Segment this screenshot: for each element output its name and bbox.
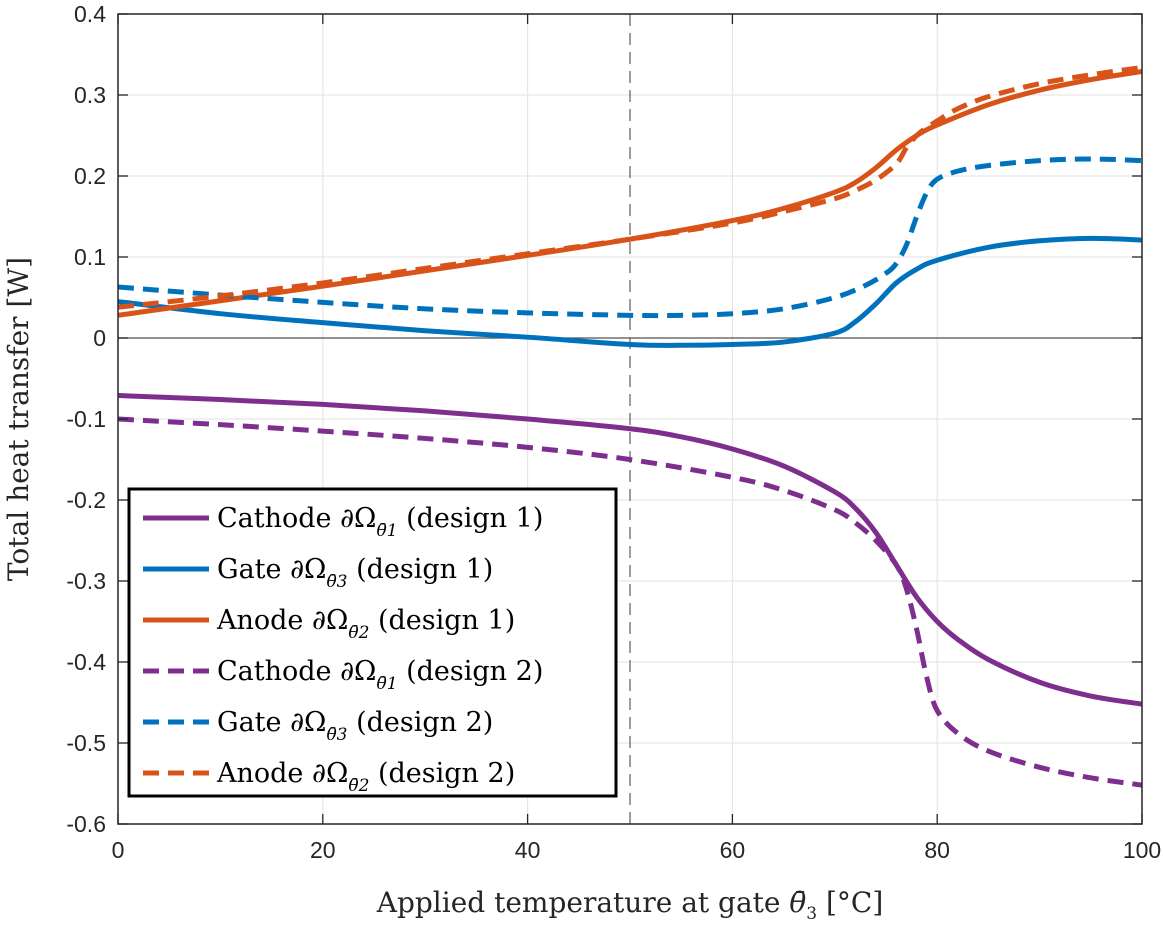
y-tick-label: 0.2 <box>74 163 106 189</box>
y-tick-label: -0.3 <box>66 568 106 594</box>
legend-entry-label: Gate ∂Ω <box>217 707 326 738</box>
legend-entry-subscript: θ̄2 <box>348 623 369 643</box>
y-tick-label: 0.1 <box>74 244 106 270</box>
legend-entry-suffix: (design 2) <box>348 707 494 738</box>
series-group <box>118 64 1142 788</box>
y-tick-label: -0.6 <box>66 811 106 837</box>
legend-entry: Gate ∂Ωθ̄3 (design 2) <box>217 707 493 745</box>
y-tick-label: -0.5 <box>66 730 106 756</box>
legend-entry: Anode ∂Ωθ̄2 (design 2) <box>216 758 515 796</box>
x-axis-title-subscript: 3 <box>806 904 817 924</box>
y-tick-label: 0 <box>93 325 106 351</box>
reference-lines <box>118 14 1142 824</box>
legend-entry-label: Anode ∂Ω <box>216 758 348 789</box>
x-tick-label: 60 <box>720 837 746 863</box>
x-axis-title-post: [°C] <box>817 886 883 919</box>
y-tick-label: -0.1 <box>66 406 106 432</box>
y-axis-title: Total heat transfer [W] <box>2 257 35 581</box>
axis-ticks: 0 20 40 60 80 100 -0.6 -0.5 -0.4 -0.3 -0.2 -0.1 0 0.1… <box>66 1 1161 863</box>
legend-entry-subscript: θ̄3 <box>326 725 347 745</box>
y-tick-label: 0.3 <box>74 82 106 108</box>
legend-entry: Cathode ∂Ωθ̄1 (design 1) <box>217 503 543 541</box>
legend-entry-suffix: (design 1) <box>348 554 494 585</box>
legend-entry: Anode ∂Ωθ̄2 (design 1) <box>216 605 515 643</box>
x-tick-label: 40 <box>515 837 541 863</box>
x-tick-label: 80 <box>924 837 950 863</box>
legend-entry-label: Cathode ∂Ω <box>217 503 376 534</box>
legend-box <box>127 487 618 798</box>
y-tick-label: 0.4 <box>74 1 106 27</box>
legend-entry: Gate ∂Ωθ̄3 (design 1) <box>217 554 493 592</box>
x-axis-title: Applied temperature at gate θ̄3 [°C] <box>376 886 884 924</box>
legend-entry-label: Gate ∂Ω <box>217 554 326 585</box>
x-tick-label: 20 <box>310 837 336 863</box>
x-axis-title-symbol: θ̄ <box>789 886 806 919</box>
x-axis-title-pre: Applied temperature at gate <box>376 886 790 919</box>
x-tick-label: 100 <box>1123 837 1161 863</box>
legend-entry-label: Cathode ∂Ω <box>217 656 376 687</box>
legend-entry-label: Anode ∂Ω <box>216 605 348 636</box>
legend-entry-suffix: (design 2) <box>369 758 515 789</box>
legend-entry-suffix: (design 1) <box>398 503 544 534</box>
legend-entry-subscript: θ̄1 <box>376 674 397 694</box>
series-line-anode-design-1 <box>118 69 1142 318</box>
legend-entry: Cathode ∂Ωθ̄1 (design 2) <box>217 656 543 694</box>
series-line-anode-design-2 <box>118 64 1142 310</box>
legend-entry-subscript: θ̄3 <box>326 572 347 592</box>
series-line-cathode-design-2 <box>118 416 1142 788</box>
legend: Cathode ∂Ωθ̄1 (design 1)Gate ∂Ωθ̄3 (desi… <box>127 487 618 798</box>
y-tick-label: -0.4 <box>66 649 106 675</box>
legend-entry-subscript: θ̄2 <box>348 776 369 796</box>
legend-entry-suffix: (design 1) <box>369 605 515 636</box>
series-line-cathode-design-1 <box>118 393 1142 707</box>
legend-entry-subscript: θ̄1 <box>376 521 397 541</box>
legend-entry-suffix: (design 2) <box>398 656 544 687</box>
x-tick-label: 0 <box>112 837 125 863</box>
series-line-gate-design-1 <box>118 235 1142 348</box>
y-tick-label: -0.2 <box>66 487 106 513</box>
series-line-gate-design-2 <box>118 156 1142 319</box>
